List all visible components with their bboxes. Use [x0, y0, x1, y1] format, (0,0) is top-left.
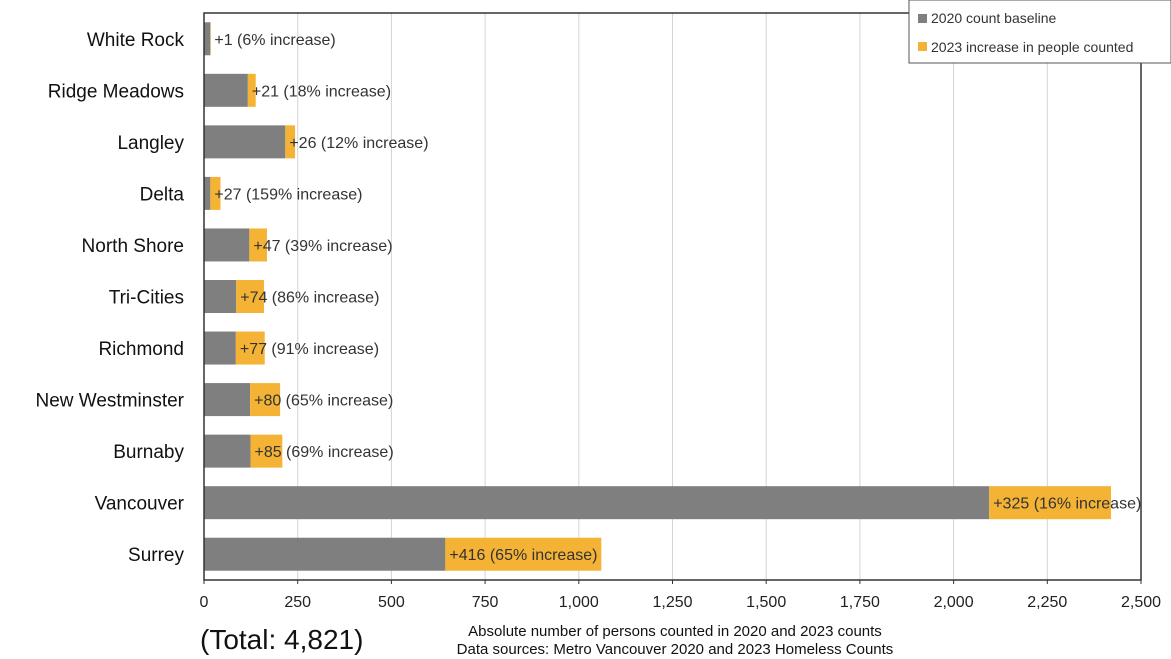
bar-2020-baseline — [204, 280, 237, 313]
data-label: +74 (86% increase) — [240, 290, 379, 307]
x-tick-label: 1,000 — [559, 594, 599, 611]
bar-2023-increase — [247, 73, 256, 107]
data-label: +26 (12% increase) — [289, 135, 428, 152]
bar-2020-baseline — [204, 176, 211, 210]
legend: 2020 count baseline 2023 increase in peo… — [908, 0, 1171, 64]
legend-label-baseline: 2020 count baseline — [931, 10, 1057, 26]
legend-label-increase: 2023 increase in people counted — [931, 39, 1133, 55]
category-labels: White Rock Ridge Meadows Langley Delta North… — [35, 30, 184, 566]
data-label: +47 (39% increase) — [253, 238, 392, 255]
x-tick-label: 1,250 — [652, 594, 692, 611]
category-label: Richmond — [98, 339, 184, 360]
total-label: (Total: 4,821) — [200, 624, 364, 655]
data-label: +21 (18% increase) — [252, 83, 391, 100]
category-label: Burnaby — [113, 442, 184, 463]
data-label: +85 (69% increase) — [254, 444, 393, 461]
legend-box — [908, 0, 1171, 64]
bar-2023-increase — [445, 537, 602, 571]
x-tick-label: 500 — [378, 594, 405, 611]
bar-2023-increase — [250, 383, 281, 417]
category-label: Delta — [140, 184, 185, 205]
bar-2020-baseline — [204, 434, 251, 468]
x-tick-label: 250 — [284, 594, 311, 611]
bar-2020-baseline — [204, 228, 250, 262]
category-label: Ridge Meadows — [48, 81, 184, 102]
data-label: +80 (65% increase) — [254, 393, 393, 410]
bar-2020-baseline — [204, 73, 248, 107]
category-label: White Rock — [87, 30, 185, 51]
bar-2023-increase — [210, 176, 221, 210]
data-labels: +1 (6% increase) +21 (18% increase) +26 (1… — [214, 32, 1141, 564]
category-label: New Westminster — [35, 391, 184, 412]
bars — [204, 22, 1112, 571]
x-tick-labels: 0 250 500 750 1,000 1,250 1,500 1,750 2,000 2,250… — [200, 580, 1161, 611]
data-label: +1 (6% increase) — [214, 32, 335, 49]
bar-2020-baseline — [204, 22, 211, 56]
bar-2023-increase — [285, 125, 296, 159]
x-tick-label: 2,000 — [934, 594, 974, 611]
x-tick-label: 2,250 — [1027, 594, 1067, 611]
data-label: +77 (91% increase) — [240, 341, 379, 358]
data-label: +27 (159% increase) — [214, 186, 362, 203]
x-tick-label: 2,500 — [1121, 594, 1161, 611]
grid-lines — [297, 13, 1048, 580]
bar-2020-baseline — [204, 383, 251, 417]
category-label: Tri-Cities — [109, 288, 184, 309]
x-tick-label: 750 — [472, 594, 499, 611]
category-label: Vancouver — [95, 494, 185, 515]
bar-2020-baseline — [204, 537, 446, 571]
x-tick-label: 0 — [200, 594, 209, 611]
bar-2020-baseline — [204, 331, 236, 365]
bar-2023-increase — [236, 280, 264, 313]
bar-2023-increase — [235, 331, 265, 365]
bar-2020-baseline — [204, 486, 990, 520]
legend-swatch-increase — [918, 42, 927, 51]
data-label: +325 (16% increase) — [993, 496, 1141, 513]
x-tick-label: 1,750 — [840, 594, 880, 611]
bar-2023-increase — [250, 434, 283, 468]
data-label: +416 (65% increase) — [449, 547, 597, 564]
data-source-note: Data sources: Metro Vancouver 2020 and 2… — [456, 641, 894, 658]
category-label: Surrey — [128, 545, 184, 566]
bar-2020-baseline — [204, 125, 286, 159]
category-label: Langley — [117, 133, 184, 154]
bar-2023-increase — [249, 228, 267, 262]
category-label: North Shore — [82, 236, 184, 257]
x-axis-title: Absolute number of persons counted in 20… — [468, 623, 882, 640]
legend-swatch-baseline — [918, 14, 927, 23]
bar-2023-increase — [989, 486, 1112, 520]
x-tick-label: 1,500 — [746, 594, 786, 611]
